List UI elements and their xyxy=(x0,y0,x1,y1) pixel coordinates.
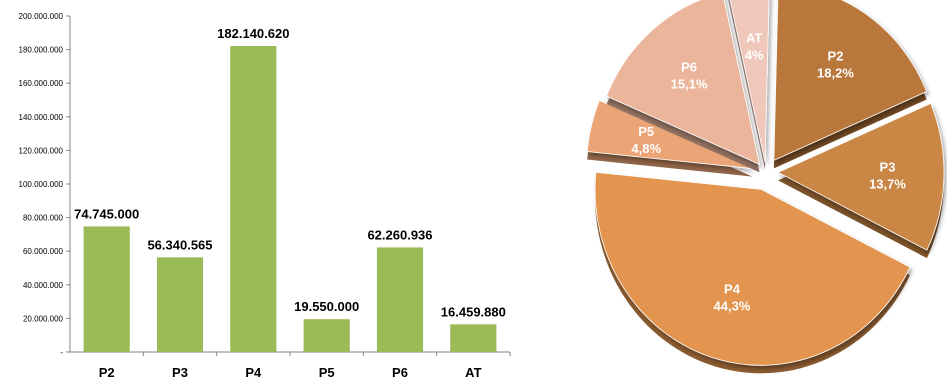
category-label-p2: P2 xyxy=(99,365,115,380)
pie-label-p2: P2 xyxy=(828,48,844,63)
pie-percent-p2: 18,2% xyxy=(817,65,854,80)
pie-percent-p6: 15,1% xyxy=(671,76,708,91)
y-tick-label: 160.000.000 xyxy=(19,79,64,88)
category-label-p5: P5 xyxy=(319,365,335,380)
y-tick-label: 180.000.000 xyxy=(19,46,64,55)
pie-label-at: AT xyxy=(746,30,762,45)
category-label-p4: P4 xyxy=(245,365,262,380)
pie-slice-p3 xyxy=(777,102,945,251)
y-tick-label: - xyxy=(60,348,63,357)
pie-percent-p3: 13,7% xyxy=(869,177,906,192)
data-label-p4: 182.140.620 xyxy=(217,26,289,41)
data-label-p3: 56.340.565 xyxy=(147,237,212,252)
bar-p5 xyxy=(303,319,350,352)
data-label-at: 16.459.880 xyxy=(441,304,506,319)
bar-at xyxy=(450,324,497,352)
data-label-p6: 62.260.936 xyxy=(367,227,432,242)
category-label-p6: P6 xyxy=(392,365,408,380)
pie-percent-p4: 44,3% xyxy=(714,299,751,314)
pie-percent-p5: 4,8% xyxy=(631,141,661,156)
data-label-p2: 74.745.000 xyxy=(74,206,139,221)
bar-p4 xyxy=(230,46,277,353)
y-tick-label: 140.000.000 xyxy=(19,113,64,122)
bar-p2 xyxy=(83,226,130,352)
pie-percent-at: 4% xyxy=(745,47,764,62)
y-tick-label: 60.000.000 xyxy=(23,247,64,256)
pie-label-p3: P3 xyxy=(880,160,896,175)
y-tick-label: 40.000.000 xyxy=(23,281,64,290)
y-tick-label: 80.000.000 xyxy=(23,214,64,223)
category-label-at: AT xyxy=(465,365,481,380)
bar-p6 xyxy=(376,247,424,352)
pie-label-p6: P6 xyxy=(681,59,697,74)
bar-chart: - 20.000.000 40.000.000 60.000.000 80.000.00… xyxy=(19,12,511,380)
pie-slice-p2 xyxy=(773,0,928,162)
data-label-p5: 19.550.000 xyxy=(294,299,359,314)
bar-p3 xyxy=(156,257,204,352)
y-tick-label: 200.000.000 xyxy=(19,12,64,21)
pie-slice-at xyxy=(729,0,770,163)
y-tick-label: 120.000.000 xyxy=(19,146,64,155)
y-tick-label: 20.000.000 xyxy=(23,314,64,323)
pie-chart: P2 18,2% P3 13,7% P4 44,3% P5 4,8% P6 15,1% AT 4% xyxy=(586,0,945,374)
pie-slice-p4 xyxy=(594,171,911,366)
y-tick-label: 100.000.000 xyxy=(19,180,64,189)
category-label-p3: P3 xyxy=(172,365,188,380)
pie-slice-p5 xyxy=(586,99,753,169)
pie-slice-p6 xyxy=(606,0,761,166)
pie-label-p5: P5 xyxy=(638,124,654,139)
pie-label-p4: P4 xyxy=(724,282,741,297)
